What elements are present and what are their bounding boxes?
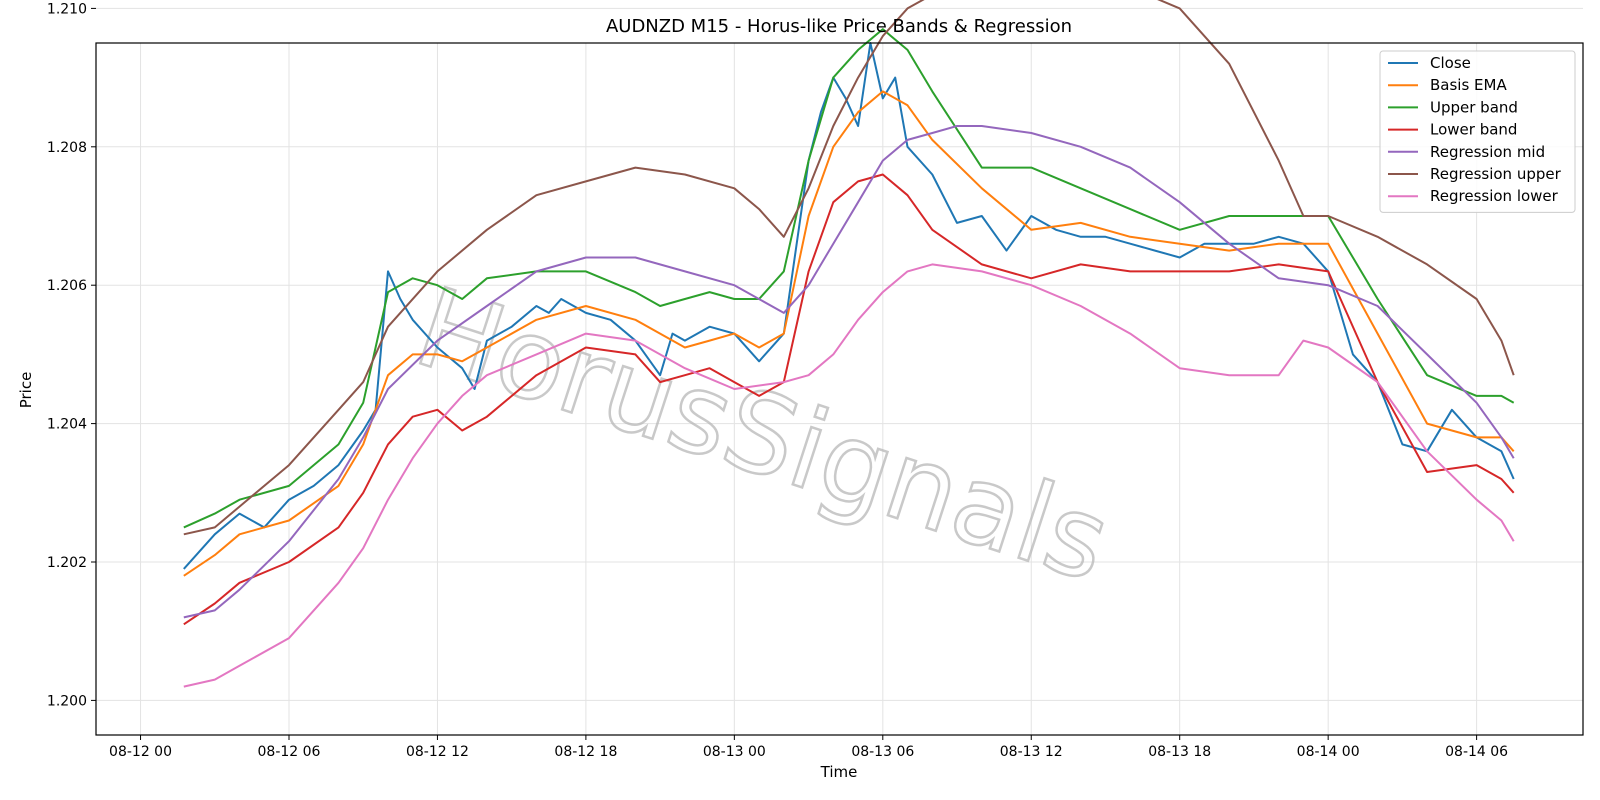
plot-frame	[95, 42, 1584, 736]
y-tick-label: 1.202	[47, 555, 87, 571]
x-ticks: 08-12 00 08-12 06 08-12 12 08-12 18 08-13 00…	[109, 735, 1508, 760]
x-tick-label: 08-13 00	[703, 744, 766, 760]
series-line-regression-mid	[183, 125, 1515, 619]
legend-label: Close	[1430, 54, 1471, 72]
series-line-basis-ema	[183, 90, 1515, 577]
x-axis-title: Time	[820, 763, 858, 781]
x-tick-label: 08-14 06	[1445, 744, 1508, 760]
legend-label: Upper band	[1430, 98, 1518, 116]
legend-box	[1379, 50, 1576, 213]
legend-label: Lower band	[1430, 121, 1517, 139]
x-tick-label: 08-13 06	[851, 744, 914, 760]
legend-label: Regression mid	[1430, 143, 1545, 161]
y-tick-label: 1.204	[47, 417, 87, 433]
x-tick-label: 08-14 00	[1297, 744, 1360, 760]
x-tick-label: 08-12 12	[406, 744, 469, 760]
series-layer	[183, 0, 1515, 688]
chart-title: AUDNZD M15 - Horus-like Price Bands & Re…	[606, 16, 1072, 37]
y-tick-label: 1.208	[47, 140, 87, 156]
series-line-upper-band	[183, 28, 1515, 529]
y-tick-label: 1.200	[47, 693, 87, 709]
y-tick-label: 1.206	[47, 278, 87, 294]
y-tick-label: 1.210	[47, 1, 87, 17]
plot-area	[96, 43, 1583, 735]
series-line-regression-upper	[183, 0, 1515, 536]
series-line-close	[183, 42, 1515, 570]
legend-label: Regression upper	[1430, 165, 1562, 183]
y-ticks: 1.200 1.202 1.204 1.206 1.208 1.210	[47, 1, 96, 709]
x-tick-label: 08-12 00	[109, 744, 172, 760]
y-axis-title: Price	[17, 372, 35, 409]
grid	[96, 7, 1583, 735]
legend: Close Basis EMA Upper band Lower band Regres…	[1379, 50, 1576, 213]
x-tick-label: 08-12 18	[554, 744, 617, 760]
series-line-regression-lower	[183, 263, 1515, 688]
x-tick-label: 08-12 06	[258, 744, 321, 760]
x-tick-label: 08-13 18	[1148, 744, 1211, 760]
legend-label: Basis EMA	[1430, 76, 1507, 94]
x-tick-label: 08-13 12	[1000, 744, 1063, 760]
legend-label: Regression lower	[1430, 187, 1559, 205]
